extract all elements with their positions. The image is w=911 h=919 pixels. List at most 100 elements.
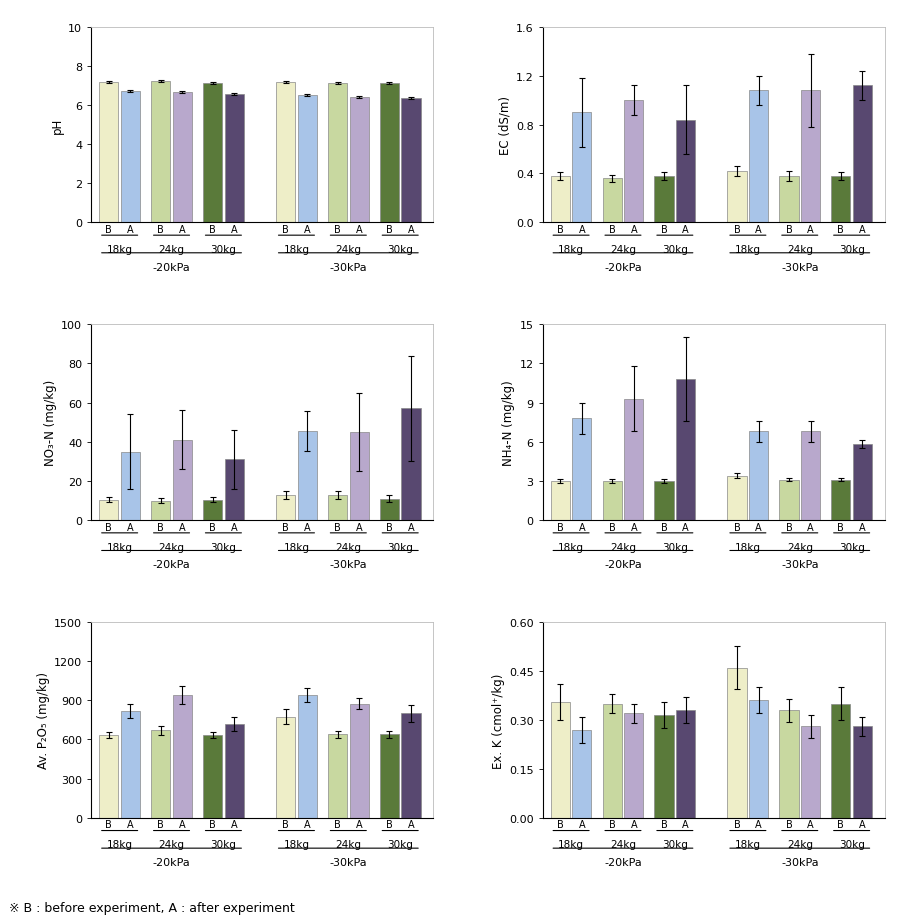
Y-axis label: EC (dS/m): EC (dS/m) (498, 96, 511, 155)
Text: 18kg: 18kg (734, 542, 760, 552)
Bar (675, 380, 694, 520)
Text: 18kg: 18kg (734, 244, 760, 255)
Bar (349, 433, 368, 520)
Bar (830, 176, 849, 223)
Text: 30kg: 30kg (838, 839, 864, 849)
Text: 30kg: 30kg (661, 244, 687, 255)
Bar (748, 91, 767, 223)
Bar (852, 727, 871, 818)
Bar (328, 495, 347, 520)
Text: 24kg: 24kg (159, 244, 184, 255)
Text: -20kPa: -20kPa (603, 560, 641, 570)
Bar (172, 93, 191, 223)
Bar (748, 700, 767, 818)
Bar (297, 432, 316, 520)
Text: 30kg: 30kg (661, 542, 687, 552)
Bar (623, 101, 642, 223)
Text: 24kg: 24kg (786, 542, 812, 552)
Text: 24kg: 24kg (159, 839, 184, 849)
Bar (623, 399, 642, 520)
Bar (800, 727, 819, 818)
Bar (800, 432, 819, 520)
Bar (203, 500, 222, 520)
Text: 24kg: 24kg (335, 244, 361, 255)
Text: 30kg: 30kg (210, 542, 236, 552)
Text: 24kg: 24kg (609, 244, 635, 255)
Text: 18kg: 18kg (558, 244, 583, 255)
Bar (349, 704, 368, 818)
Text: 24kg: 24kg (335, 542, 361, 552)
Text: -30kPa: -30kPa (329, 262, 367, 272)
Text: -30kPa: -30kPa (780, 560, 818, 570)
Bar (654, 715, 673, 818)
Text: 18kg: 18kg (734, 839, 760, 849)
Bar (401, 409, 420, 520)
Bar (572, 730, 591, 818)
Bar (151, 501, 170, 520)
Text: ※ B : before experiment, A : after experiment: ※ B : before experiment, A : after exper… (9, 902, 294, 914)
Bar (748, 432, 767, 520)
Text: 18kg: 18kg (107, 244, 132, 255)
Bar (379, 734, 398, 818)
Y-axis label: Av. P₂O₅ (mg/kg): Av. P₂O₅ (mg/kg) (36, 672, 50, 768)
Bar (151, 83, 170, 223)
Y-axis label: Ex. K (cmol⁺/kg): Ex. K (cmol⁺/kg) (491, 673, 504, 767)
Text: 24kg: 24kg (335, 839, 361, 849)
Bar (172, 440, 191, 520)
Bar (379, 499, 398, 520)
Bar (727, 172, 746, 223)
Bar (602, 482, 621, 520)
Text: 18kg: 18kg (283, 542, 309, 552)
Bar (852, 445, 871, 520)
Bar (779, 176, 798, 223)
Bar (623, 713, 642, 818)
Text: 30kg: 30kg (838, 244, 864, 255)
Text: 24kg: 24kg (786, 244, 812, 255)
Text: 18kg: 18kg (283, 839, 309, 849)
Bar (550, 176, 569, 223)
Bar (401, 99, 420, 223)
Bar (224, 460, 243, 520)
Bar (276, 84, 295, 223)
Bar (654, 176, 673, 223)
Bar (675, 120, 694, 223)
Bar (297, 96, 316, 223)
Text: 18kg: 18kg (558, 839, 583, 849)
Text: -30kPa: -30kPa (329, 560, 367, 570)
Text: 30kg: 30kg (210, 244, 236, 255)
Text: 30kg: 30kg (210, 839, 236, 849)
Bar (401, 713, 420, 818)
Y-axis label: pH: pH (51, 118, 64, 133)
Text: -30kPa: -30kPa (780, 857, 818, 867)
Text: -20kPa: -20kPa (603, 857, 641, 867)
Bar (328, 85, 347, 223)
Text: 18kg: 18kg (558, 542, 583, 552)
Bar (224, 724, 243, 818)
Bar (276, 495, 295, 520)
Bar (151, 731, 170, 818)
Bar (572, 113, 591, 223)
Text: -20kPa: -20kPa (603, 262, 641, 272)
Bar (727, 668, 746, 818)
Text: 24kg: 24kg (159, 542, 184, 552)
Bar (276, 717, 295, 818)
Text: 30kg: 30kg (387, 244, 413, 255)
Bar (99, 735, 118, 818)
Text: -20kPa: -20kPa (152, 560, 190, 570)
Bar (675, 710, 694, 818)
Bar (830, 480, 849, 520)
Text: 30kg: 30kg (661, 839, 687, 849)
Bar (224, 95, 243, 223)
Bar (572, 419, 591, 520)
Bar (203, 735, 222, 818)
Bar (602, 179, 621, 223)
Bar (654, 482, 673, 520)
Text: 30kg: 30kg (387, 542, 413, 552)
Text: 18kg: 18kg (283, 244, 309, 255)
Y-axis label: NO₃-N (mg/kg): NO₃-N (mg/kg) (44, 380, 57, 466)
Text: 30kg: 30kg (838, 542, 864, 552)
Text: 30kg: 30kg (387, 839, 413, 849)
Text: 24kg: 24kg (609, 839, 635, 849)
Bar (779, 480, 798, 520)
Bar (203, 85, 222, 223)
